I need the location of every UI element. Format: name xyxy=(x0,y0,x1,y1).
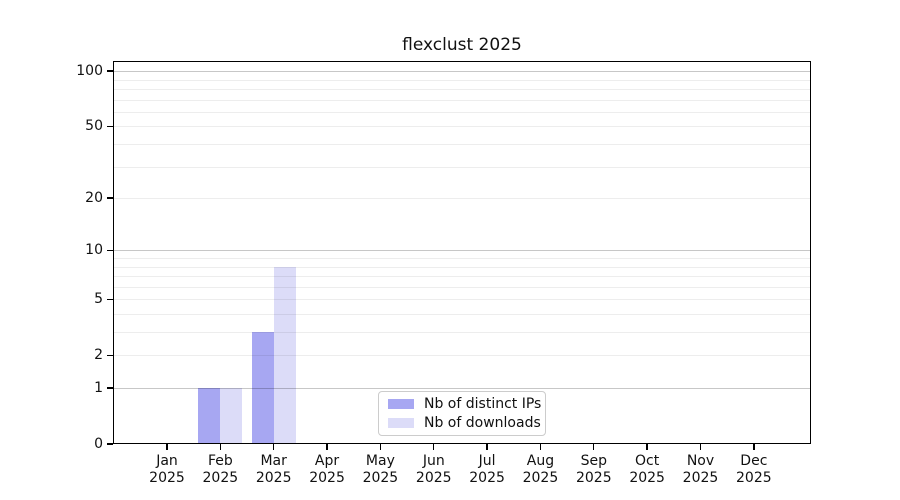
x-tick-label-line: Aug xyxy=(526,453,555,469)
x-tick-label-line: 2025 xyxy=(415,469,452,486)
y-tick-label-20: 20 xyxy=(85,190,103,207)
gridline-minor-8 xyxy=(113,266,811,268)
x-tick-label-line: 2025 xyxy=(149,469,185,486)
gridline-minor-2 xyxy=(113,355,811,357)
x-tick-label-line: 2025 xyxy=(202,469,239,486)
x-tick-label-line: Nov xyxy=(686,453,715,469)
x-tick-label-line: Feb xyxy=(207,453,233,469)
x-tick-apr xyxy=(326,444,328,450)
bar-downloads-feb xyxy=(220,388,243,444)
bar-distinct-ips-mar xyxy=(251,332,274,444)
gridline-minor-7 xyxy=(113,276,811,277)
gridline-major-10 xyxy=(113,250,811,252)
x-tick-may xyxy=(379,444,382,450)
gridline-minor-9 xyxy=(113,258,811,259)
gridline-minor-60 xyxy=(113,111,811,113)
y-tick-label-100: 100 xyxy=(76,63,103,80)
x-tick-label-line: 2025 xyxy=(575,469,612,486)
y-tick-5 xyxy=(107,298,113,300)
x-tick-label-line: 2025 xyxy=(469,469,505,486)
y-tick-label-1: 1 xyxy=(94,380,103,396)
gridline-minor-70 xyxy=(113,99,811,101)
x-tick-label-sep: Sep 2025 xyxy=(562,453,626,486)
gridline-minor-3 xyxy=(113,332,811,333)
gridline-minor-80 xyxy=(113,89,811,90)
x-tick-jan xyxy=(166,444,168,450)
x-tick-label-oct: Oct 2025 xyxy=(615,453,679,486)
legend-item-distinct-ips: Nb of distinct IPs xyxy=(388,396,545,412)
gridline-major-1 xyxy=(113,388,811,389)
x-tick-mar xyxy=(273,444,275,450)
y-tick-label-50: 50 xyxy=(85,118,103,135)
x-tick-label-line: 2025 xyxy=(309,469,345,486)
y-tick-0 xyxy=(107,443,113,445)
x-tick-label-line: 2025 xyxy=(522,469,559,486)
y-tick-100 xyxy=(107,70,113,72)
x-tick-label-apr: Apr 2025 xyxy=(295,453,359,486)
y-tick-20 xyxy=(107,197,113,199)
chart-title: flexclust 2025 xyxy=(402,35,522,55)
x-tick-label-line: Mar xyxy=(260,453,287,469)
x-tick-label-line: Jul xyxy=(478,453,496,469)
x-tick-label-nov: Nov 2025 xyxy=(669,453,733,486)
gridline-minor-30 xyxy=(113,166,811,168)
x-tick-label-line: Jan xyxy=(156,453,178,469)
x-tick-label-line: Dec xyxy=(740,453,768,469)
x-tick-label-line: 2025 xyxy=(629,469,665,486)
x-tick-label-line: Oct xyxy=(635,453,660,469)
x-tick-aug xyxy=(539,444,542,450)
x-tick-label-line: Apr xyxy=(314,453,340,469)
x-tick-label-line: Jun xyxy=(422,453,445,469)
x-tick-label-line: 2025 xyxy=(255,469,292,486)
x-tick-label-line: 2025 xyxy=(682,469,719,486)
gridline-minor-50 xyxy=(113,126,811,128)
bar-downloads-mar xyxy=(273,266,296,444)
x-tick-label-jul: Jul 2025 xyxy=(455,453,519,486)
x-tick-jun xyxy=(433,444,435,450)
legend-swatch-distinct-ips xyxy=(388,399,414,409)
gridline-minor-40 xyxy=(113,144,811,145)
gridline-minor-6 xyxy=(113,286,811,288)
y-tick-1 xyxy=(107,387,113,389)
x-tick-label-line: 2025 xyxy=(736,469,772,486)
x-tick-label-jan: Jan 2025 xyxy=(135,453,199,486)
y-tick-label-10: 10 xyxy=(85,242,103,259)
legend-item-downloads: Nb of downloads xyxy=(388,415,545,431)
legend-label-downloads: Nb of downloads xyxy=(424,415,541,431)
x-tick-nov xyxy=(699,444,702,450)
x-tick-sep xyxy=(593,444,595,450)
x-tick-label-mar: Mar 2025 xyxy=(242,453,306,486)
x-tick-label-line: 2025 xyxy=(362,469,399,486)
x-tick-dec xyxy=(753,444,755,450)
y-tick-label-0: 0 xyxy=(94,436,103,452)
gridline-minor-90 xyxy=(113,79,811,81)
bar-distinct-ips-feb xyxy=(198,388,221,444)
x-tick-label-dec: Dec 2025 xyxy=(722,453,786,486)
x-tick-label-feb: Feb 2025 xyxy=(188,453,252,486)
x-tick-feb xyxy=(219,444,222,450)
x-tick-label-line: Sep xyxy=(580,453,607,469)
y-tick-50 xyxy=(107,125,113,128)
legend-swatch-downloads xyxy=(388,418,414,428)
x-tick-label-jun: Jun 2025 xyxy=(402,453,466,486)
x-tick-jul xyxy=(486,444,488,450)
x-tick-label-aug: Aug 2025 xyxy=(508,453,572,486)
plot-area: Nb of distinct IPs Nb of downloads xyxy=(113,61,811,444)
legend-label-distinct-ips: Nb of distinct IPs xyxy=(424,396,542,412)
plot-frame xyxy=(113,61,811,444)
gridline-minor-4 xyxy=(113,314,811,315)
gridline-major-100 xyxy=(113,71,811,73)
legend: Nb of distinct IPs Nb of downloads xyxy=(378,391,546,436)
gridline-minor-20 xyxy=(113,198,811,200)
y-tick-10 xyxy=(107,249,113,251)
y-tick-label-2: 2 xyxy=(94,347,103,364)
x-tick-oct xyxy=(646,444,648,450)
y-tick-label-5: 5 xyxy=(94,291,103,308)
x-tick-label-may: May 2025 xyxy=(348,453,412,486)
x-tick-label-line: May xyxy=(365,453,395,469)
gridline-minor-5 xyxy=(113,299,811,301)
y-tick-2 xyxy=(107,354,113,356)
